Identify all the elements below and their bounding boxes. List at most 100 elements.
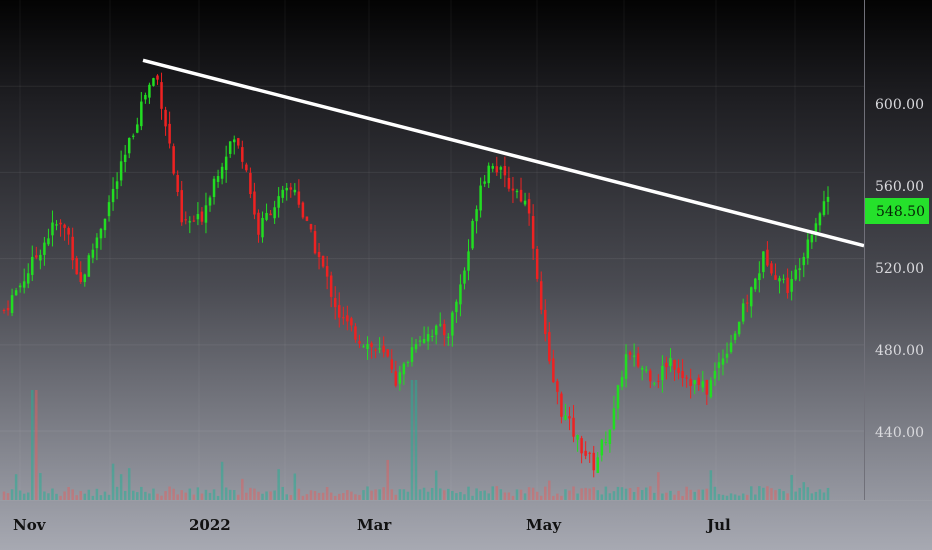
volume-bar: [523, 493, 527, 500]
candle: [649, 368, 652, 389]
candle-body: [305, 216, 309, 221]
volume-bar: [180, 490, 183, 500]
volume-bar: [455, 493, 458, 500]
candle-body: [814, 223, 818, 233]
candle-body: [51, 222, 54, 236]
x-tick-label: May: [526, 516, 562, 534]
candle-body: [374, 349, 377, 351]
volume-bar: [677, 490, 680, 500]
candle: [184, 211, 188, 225]
volume-bar: [580, 488, 583, 500]
candle-body: [519, 189, 523, 202]
volume-bar: [535, 491, 539, 500]
candle-body: [479, 185, 482, 211]
candle: [55, 220, 58, 231]
candle: [63, 223, 66, 241]
volume-bar: [729, 493, 733, 500]
volume-bar: [204, 489, 208, 500]
volume-bar: [794, 491, 797, 500]
candle: [806, 230, 810, 265]
candle-body: [620, 377, 624, 387]
candle: [71, 227, 74, 270]
candle-body: [180, 190, 183, 223]
volume-bar: [806, 487, 810, 500]
candle: [249, 167, 252, 199]
volume-bar: [620, 487, 624, 500]
volume-bar: [394, 494, 398, 500]
volume-bar: [10, 489, 14, 500]
candle: [14, 287, 18, 296]
candle-body: [794, 269, 797, 280]
candle: [669, 348, 672, 373]
candle-body: [204, 205, 208, 223]
volume-bar: [810, 493, 814, 500]
volume-bar: [237, 494, 240, 500]
candle: [180, 180, 183, 226]
volume-bar: [653, 492, 656, 500]
candle-body: [455, 301, 458, 313]
volume-bar: [782, 491, 785, 500]
candle: [774, 263, 777, 280]
candle-body: [604, 442, 608, 444]
volume-bar: [83, 493, 87, 500]
candle-body: [786, 277, 789, 293]
candle-body: [580, 438, 583, 454]
candle: [107, 195, 111, 222]
candle-body: [495, 166, 499, 173]
candle: [628, 350, 632, 360]
candle: [455, 299, 458, 323]
volume-bar: [257, 491, 260, 500]
candle-body: [596, 457, 600, 473]
candle: [79, 261, 82, 284]
candle-body: [285, 187, 288, 191]
volume-bar: [693, 491, 696, 500]
candle-body: [697, 377, 700, 385]
candle: [91, 243, 95, 264]
volume-bar: [127, 468, 131, 500]
candle-body: [79, 272, 82, 282]
candle-body: [778, 278, 781, 282]
candle: [35, 246, 38, 260]
volume-bar: [144, 491, 147, 500]
volume-bar: [665, 492, 668, 500]
y-axis: 600.00 560.00 520.00 480.00 440.00: [875, 97, 924, 441]
volume-bar: [51, 488, 54, 500]
volume-bar: [564, 489, 567, 500]
candle: [75, 255, 78, 275]
candle-body: [91, 249, 95, 258]
volume-bar: [600, 494, 604, 500]
candle-body: [770, 263, 773, 274]
volume-bar: [422, 487, 426, 500]
candle-body: [737, 321, 741, 335]
candle-body: [612, 408, 616, 430]
volume-bar: [390, 489, 394, 500]
volume-bar: [123, 490, 127, 500]
candle-body: [297, 191, 301, 205]
volume-bar: [745, 494, 749, 500]
volume-bar: [366, 486, 369, 500]
candle-body: [358, 341, 361, 344]
candle: [103, 218, 107, 238]
volume-bar: [47, 493, 50, 500]
candle: [342, 306, 345, 325]
volume-bar: [22, 493, 26, 500]
volume-bar: [358, 494, 361, 500]
candle: [503, 156, 507, 188]
candle: [132, 133, 135, 140]
volume-bar: [459, 491, 462, 500]
candle: [644, 366, 648, 374]
candle-body: [669, 357, 672, 366]
candle-body: [733, 333, 737, 340]
candle-body: [418, 340, 422, 342]
candle: [261, 211, 264, 243]
candle: [232, 135, 236, 155]
volume-bar: [261, 493, 264, 500]
candle: [483, 175, 486, 187]
candle: [721, 349, 725, 376]
candle-body: [127, 137, 131, 154]
volume-bar: [636, 487, 640, 500]
volume-bar: [725, 495, 729, 500]
candle: [725, 342, 729, 364]
candle: [301, 201, 305, 220]
candle: [26, 263, 30, 289]
